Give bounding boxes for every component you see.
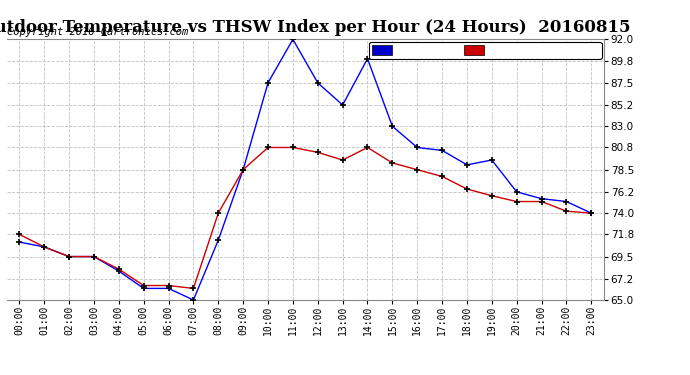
Title: Outdoor Temperature vs THSW Index per Hour (24 Hours)  20160815: Outdoor Temperature vs THSW Index per Ho…	[0, 20, 631, 36]
Text: Copyright 2016 Cartronics.com: Copyright 2016 Cartronics.com	[7, 27, 188, 37]
Legend: THSW  (°F), Temperature  (°F): THSW (°F), Temperature (°F)	[369, 42, 602, 59]
